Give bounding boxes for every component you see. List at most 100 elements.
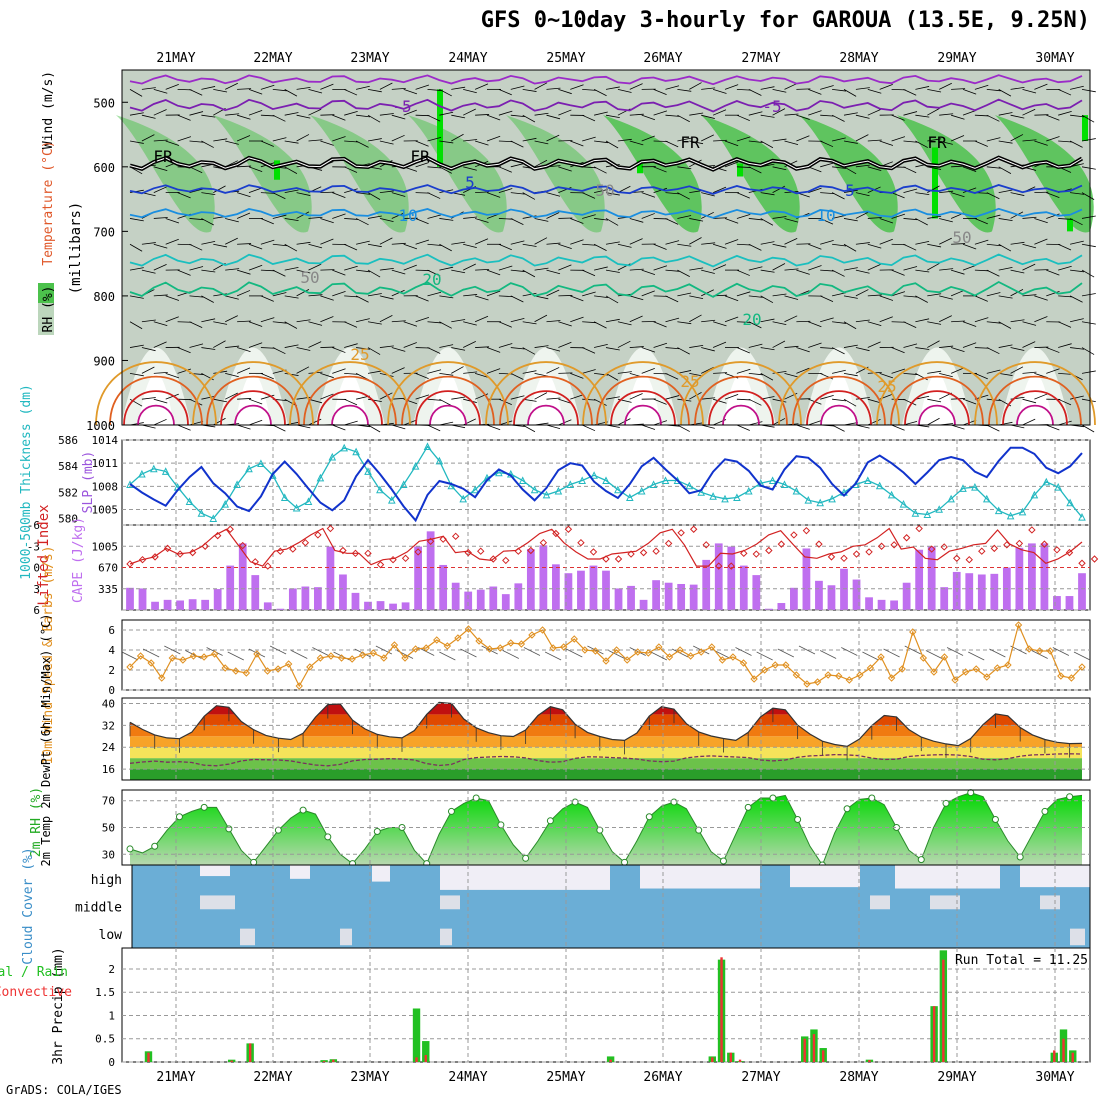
wind-barb	[891, 347, 905, 354]
wind-barb	[344, 140, 359, 143]
wind-barb-10m	[693, 645, 710, 655]
li-point	[226, 525, 234, 533]
wind-speed-point	[803, 680, 811, 688]
wind-barb	[641, 269, 656, 276]
wind-barb	[712, 341, 727, 348]
li-point	[1090, 555, 1099, 563]
wind-barb	[712, 321, 727, 327]
x-date-bottom: 30MAY	[1035, 1070, 1074, 1085]
wind-barb	[344, 420, 358, 426]
wind-barb	[498, 88, 512, 96]
wind-barb-10m	[185, 650, 202, 659]
wind-barb	[820, 317, 834, 323]
li-point	[890, 541, 898, 549]
thickness-point	[352, 447, 360, 456]
li-point	[990, 544, 999, 553]
wind-barb	[962, 110, 977, 116]
wind-barb	[129, 218, 144, 222]
thickness-point	[209, 514, 218, 522]
cape-bar	[226, 565, 235, 610]
wind-ytick: 4	[108, 644, 115, 657]
wind-speed-point	[708, 643, 716, 651]
li-point	[163, 544, 172, 553]
wind-barb	[927, 370, 942, 374]
li-point	[289, 545, 297, 553]
slp-ytick: 1005	[92, 504, 119, 517]
wind-barb	[141, 347, 156, 352]
wind-barb	[403, 88, 418, 95]
wind-barb	[998, 218, 1013, 222]
wind-barb	[772, 371, 787, 374]
wind-barb	[546, 212, 560, 219]
wind-barb	[629, 218, 644, 223]
wind-barb	[463, 371, 478, 374]
wind-barb	[748, 218, 763, 221]
precip-ytick: 1.5	[95, 986, 115, 999]
wind-barb	[1081, 321, 1096, 325]
wind-barb	[284, 344, 299, 348]
rh-point	[769, 794, 777, 802]
wind-barb	[248, 398, 263, 405]
wind-barb	[558, 341, 572, 348]
cape-bar	[351, 592, 360, 610]
wind-barb	[677, 88, 692, 92]
wind-barb	[736, 291, 751, 297]
warm-isotherm	[415, 390, 481, 426]
wind-barb	[153, 418, 167, 426]
cape-bar	[201, 599, 210, 610]
wind-barb	[1046, 424, 1060, 431]
precip-ytick: 0.5	[95, 1033, 115, 1046]
wind-barb	[760, 140, 774, 149]
wind-barb	[570, 316, 584, 323]
thickness-point	[340, 443, 349, 452]
wind-barb	[427, 321, 442, 324]
wind-barb	[236, 212, 251, 219]
wind-barb	[831, 114, 845, 122]
wind-barb	[605, 373, 619, 381]
thickness-point	[447, 481, 456, 490]
x-date-top: 27MAY	[741, 51, 780, 66]
wind-barb	[570, 295, 584, 302]
wind-barb	[546, 269, 561, 275]
wind-barb	[522, 292, 537, 297]
contour-label: 5	[465, 173, 475, 192]
wind-speed-point	[348, 655, 356, 663]
wind-barb	[1081, 398, 1096, 403]
wind-barb	[129, 243, 143, 252]
wind-barb	[248, 187, 263, 194]
cape-bar	[977, 574, 986, 610]
wind-barb	[403, 264, 417, 271]
wind-barb	[653, 88, 667, 95]
x-date-bottom: 22MAY	[253, 1070, 292, 1085]
wind-barb-10m	[164, 645, 181, 655]
wind-barb	[225, 113, 240, 116]
wind-barb	[189, 188, 204, 194]
thickness-point	[614, 485, 622, 494]
wind-barb	[736, 166, 751, 168]
wind-barb	[367, 215, 382, 219]
wind-barb	[736, 424, 750, 431]
wind-barb	[760, 241, 775, 245]
wind-barb	[832, 292, 846, 297]
wind-barb	[391, 320, 406, 323]
cape-bar	[1028, 543, 1036, 610]
wind-barb	[891, 213, 906, 219]
wind-barb	[1081, 347, 1095, 355]
thickness-point	[1042, 477, 1051, 486]
rh-point	[571, 798, 579, 806]
thickness-point	[816, 498, 825, 507]
wind-barb	[356, 269, 371, 273]
wind-barb	[403, 109, 417, 116]
wind-barb	[641, 192, 656, 198]
rh-point	[373, 828, 381, 836]
wind-barb	[546, 134, 560, 142]
wind-barb	[129, 89, 143, 97]
wind-barb	[534, 267, 549, 271]
wind-barb	[1058, 88, 1072, 96]
wind-speed-point	[200, 653, 208, 661]
wind-barb	[498, 265, 513, 271]
wind-barb	[950, 269, 965, 275]
li-point	[439, 535, 447, 543]
cape-bar	[564, 573, 573, 610]
cross-section-ylabel: (millibars)	[68, 202, 84, 295]
